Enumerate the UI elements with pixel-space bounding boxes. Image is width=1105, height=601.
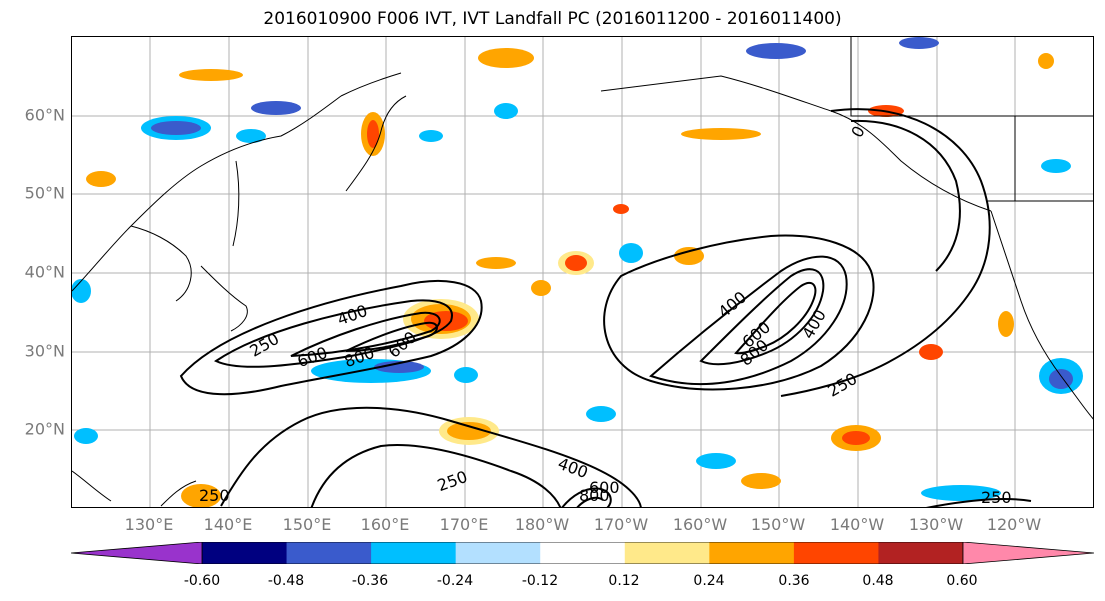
contour-label: 250: [981, 488, 1012, 507]
contour-label: 400: [798, 306, 830, 342]
contour-label: 250: [199, 486, 230, 505]
lon-label-120w: 120°W: [986, 515, 1042, 534]
lon-label-140w: 140°W: [829, 515, 885, 534]
colorbar-tick-label: 0.24: [693, 573, 725, 589]
colorbar-segment: [371, 542, 457, 564]
map-panel: 250 400 600 800 600 250 400 600 800 400 …: [71, 36, 1094, 508]
positive-anomaly-shading: [86, 48, 1054, 507]
colorbar-tick-label: 0.48: [862, 573, 894, 589]
colorbar-tick-label: 0.60: [946, 573, 978, 589]
colorbar-tick-label: 0.36: [778, 573, 810, 589]
negative-anomaly-shading: [72, 37, 1083, 501]
contour-label: 600: [589, 478, 620, 497]
colorbar-segment: [540, 542, 626, 564]
contour-label: 400: [714, 287, 750, 321]
contour-label: 400: [335, 301, 370, 329]
colorbar: [71, 542, 1094, 564]
map-canvas: 250 400 600 800 600 250 400 600 800 400 …: [72, 37, 1093, 507]
colorbar-segment: [793, 542, 879, 564]
lat-label-40n: 40°N: [24, 262, 65, 282]
colorbar-tick-label: -0.24: [436, 573, 474, 589]
colorbar-extend-high: [962, 542, 1094, 564]
colorbar-tick-label: -0.36: [351, 573, 389, 589]
colorbar-segment: [878, 542, 964, 564]
lon-label-160e: 160°E: [360, 515, 410, 534]
lon-label-160w: 160°W: [672, 515, 728, 534]
lon-label-140e: 140°E: [203, 515, 253, 534]
lon-label-180w: 180°W: [514, 515, 570, 534]
lon-label-150w: 150°W: [750, 515, 806, 534]
contour-label: 250: [824, 369, 860, 401]
lon-label-170w: 170°W: [593, 515, 649, 534]
lat-label-50n: 50°N: [24, 183, 65, 203]
colorbar-segments: [201, 542, 964, 564]
colorbar-tick-label: 0.12: [608, 573, 640, 589]
lat-label-60n: 60°N: [24, 105, 65, 125]
figure-title: 2016010900 F006 IVT, IVT Landfall PC (20…: [263, 9, 842, 29]
colorbar-segment: [455, 542, 541, 564]
contour-label: 250: [246, 329, 282, 361]
lon-label-130e: 130°E: [124, 515, 174, 534]
lat-label-20n: 20°N: [24, 419, 65, 439]
colorbar-tick-label: -0.48: [267, 573, 305, 589]
colorbar-segment: [709, 542, 795, 564]
colorbar-segment: [624, 542, 710, 564]
ivt-contours: [179, 108, 1032, 507]
lon-label-130w: 130°W: [908, 515, 964, 534]
colorbar-tick-label: -0.12: [521, 573, 559, 589]
lon-label-150e: 150°E: [282, 515, 332, 534]
contour-label: 400: [555, 454, 590, 482]
contour-label: 800: [579, 486, 610, 505]
colorbar-segment: [202, 542, 288, 564]
lat-label-30n: 30°N: [24, 341, 65, 361]
lon-label-170e: 170°E: [439, 515, 489, 534]
colorbar-tick-label: -0.60: [183, 573, 221, 589]
coastlines: [72, 37, 1093, 507]
colorbar-segment: [286, 542, 372, 564]
colorbar-extend-low: [71, 542, 203, 564]
